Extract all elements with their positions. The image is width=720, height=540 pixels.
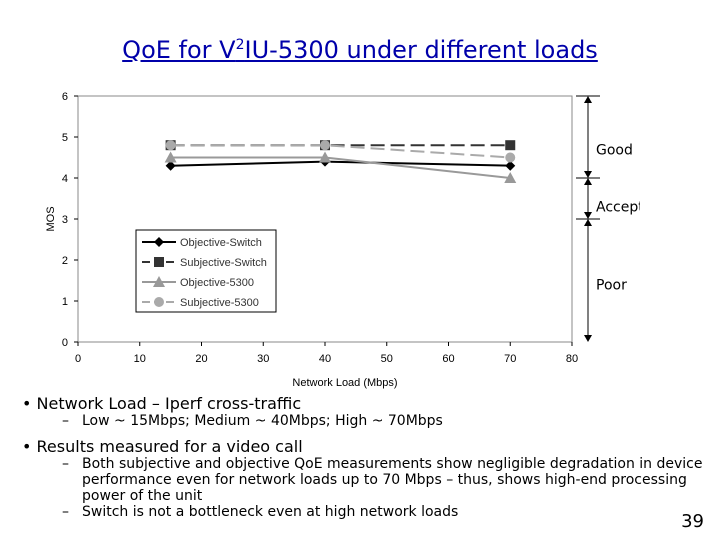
zone-label: Poor: [596, 278, 627, 294]
zone-arrow-top: [584, 219, 592, 226]
zone-arrow-bottom: [584, 212, 592, 219]
x-tick-label: 70: [504, 353, 516, 365]
legend-marker: [154, 237, 164, 247]
zone-arrow-top: [584, 178, 592, 185]
legend-marker: [153, 276, 165, 287]
y-tick-label: 3: [62, 214, 68, 226]
sub-bullet-switch: – Switch is not a bottleneck even at high…: [62, 504, 459, 520]
data-point: [320, 140, 330, 151]
y-axis-label: MOS: [45, 206, 57, 231]
y-tick-label: 2: [62, 255, 68, 267]
x-tick-label: 60: [442, 353, 454, 365]
data-point: [164, 151, 177, 163]
zone-arrow-bottom: [584, 171, 592, 178]
legend-entry: Objective-5300: [180, 277, 254, 289]
sub-bullet-results: – Both subjective and objective QoE measu…: [62, 456, 703, 504]
x-tick-label: 40: [319, 353, 331, 365]
zone-label: Good: [596, 142, 633, 158]
zone-label: Acceptable: [596, 200, 640, 216]
x-tick-label: 50: [381, 353, 393, 365]
bullet-list: • Network Load – Iperf cross-traffic – Lo…: [22, 394, 712, 520]
y-tick-label: 1: [62, 296, 68, 308]
data-point: [505, 140, 516, 151]
data-point: [165, 160, 176, 171]
series-line-3: [170, 144, 511, 159]
x-tick-label: 80: [566, 353, 578, 365]
y-tick-label: 4: [62, 173, 68, 185]
x-tick-label: 30: [257, 353, 269, 365]
legend-marker: [154, 257, 164, 267]
data-point: [504, 172, 517, 183]
data-point: [505, 152, 516, 163]
legend-marker: [154, 297, 164, 307]
data-point: [505, 160, 516, 171]
y-tick-label: 5: [62, 132, 68, 144]
zone-arrow-top: [584, 96, 592, 103]
x-axis-label: Network Load (Mbps): [292, 377, 397, 389]
x-tick-label: 0: [75, 353, 81, 365]
data-point: [165, 140, 176, 151]
legend-entry: Subjective-Switch: [180, 257, 267, 269]
zone-arrow-bottom: [584, 335, 592, 342]
data-point: [319, 151, 331, 163]
x-tick-label: 10: [134, 353, 146, 365]
legend-entry: Subjective-5300: [180, 297, 259, 309]
page-number: 39: [681, 511, 704, 532]
bullet-video-call: • Results measured for a video call: [22, 437, 303, 456]
y-tick-label: 0: [62, 337, 68, 349]
x-tick-label: 20: [195, 353, 207, 365]
legend-entry: Objective-Switch: [180, 237, 262, 249]
sub-bullet-loads: – Low ~ 15Mbps; Medium ~ 40Mbps; High ~ 7…: [62, 413, 443, 429]
slide-title: QoE for V2IU-5300 under different loads: [122, 36, 598, 64]
y-tick-label: 6: [62, 91, 68, 103]
bullet-network-load: • Network Load – Iperf cross-traffic: [22, 394, 302, 413]
